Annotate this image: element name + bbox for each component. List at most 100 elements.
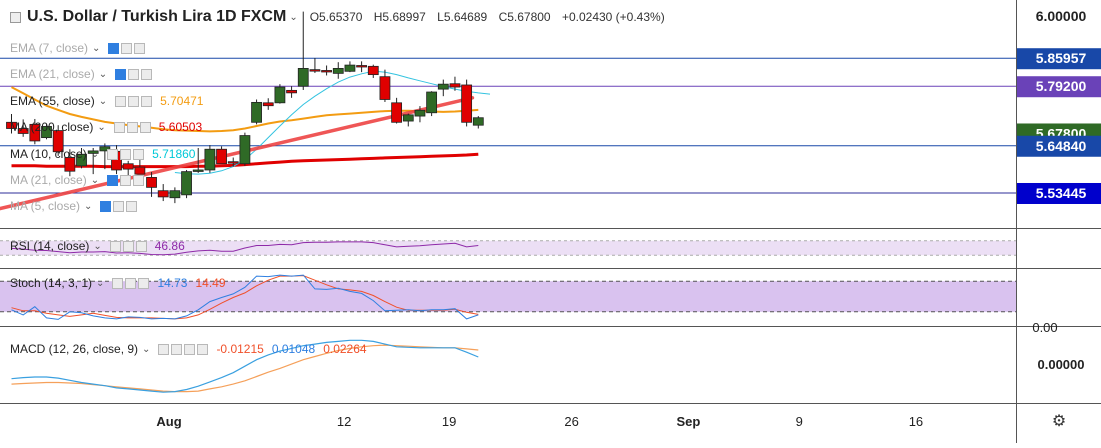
price-label-bg <box>1017 76 1101 98</box>
gear-icon[interactable]: ⚙ <box>1052 413 1066 430</box>
legend-ema-55-close[interactable]: EMA (55, close) ⌄ 5.70471 <box>10 94 203 108</box>
price-label-bg <box>1017 48 1101 70</box>
candle-body <box>192 169 204 172</box>
legend-ma-200-close[interactable]: MA (200, close) ⌄ 5.60503 <box>10 120 202 134</box>
legend-ma-10-close[interactable]: MA (10, close) ⌄ 5.71860 <box>10 147 195 161</box>
x-axis-label: 19 <box>442 414 456 429</box>
candle-body <box>216 148 227 165</box>
indicator-name: EMA (55, close) <box>10 94 95 108</box>
visibility-toggle-icon[interactable] <box>100 200 112 212</box>
more-icon[interactable] <box>197 343 209 355</box>
chevron-down-icon[interactable]: ⌄ <box>96 277 105 289</box>
visibility-toggle-icon[interactable] <box>113 121 125 133</box>
legend-ma-5-close[interactable]: MA (5, close) ⌄ <box>10 199 138 213</box>
visibility-toggle-icon[interactable] <box>115 95 127 107</box>
candle-body <box>227 161 239 164</box>
chevron-down-icon[interactable]: ⌄ <box>142 343 151 355</box>
price-label: 5.53445 <box>1036 185 1087 201</box>
indicator-controls <box>112 277 150 289</box>
candle-body <box>332 68 344 74</box>
chevron-down-icon[interactable]: ⌄ <box>98 95 108 107</box>
price-label-bg <box>1017 182 1101 204</box>
settings-icon[interactable] <box>113 200 125 212</box>
ohlc-readout: O5.65370 H5.68997 L5.64689 C5.67800 +0.0… <box>310 10 673 24</box>
stoch-d-line <box>11 275 479 320</box>
close-icon[interactable] <box>141 68 153 80</box>
visibility-toggle-icon[interactable] <box>108 42 120 54</box>
indicator-value: -0.01215 <box>216 342 264 356</box>
visibility-toggle-icon[interactable] <box>115 68 127 80</box>
candle-body <box>297 68 309 87</box>
symbol-icon[interactable] <box>10 11 21 23</box>
settings-icon[interactable] <box>128 68 140 80</box>
legend-ema-21-close[interactable]: EMA (21, close) ⌄ <box>10 67 153 81</box>
chevron-down-icon[interactable]: ⌄ <box>97 121 106 133</box>
stoch-axis-label: 0.00 <box>1032 320 1057 335</box>
close-icon[interactable] <box>134 42 146 54</box>
close-icon[interactable] <box>126 200 138 212</box>
candle-body <box>472 117 484 126</box>
macd-signal-line <box>11 344 479 393</box>
candle-body <box>169 190 181 199</box>
close-icon[interactable] <box>133 148 145 160</box>
chevron-down-icon[interactable]: ⌄ <box>84 200 93 212</box>
candle-body <box>344 64 356 72</box>
chart-header: U.S. Dollar / Turkish Lira 1D FXCM ⌄ O5.… <box>10 8 673 26</box>
close-icon[interactable] <box>139 121 151 133</box>
indicator-name: MA (5, close) <box>10 199 81 213</box>
settings-icon[interactable] <box>122 240 134 252</box>
candle-body <box>437 83 449 90</box>
legend-rsi[interactable]: RSI (14, close) ⌄ 46.86 <box>10 239 185 253</box>
indicator-name: EMA (21, close) <box>10 67 95 81</box>
candle-body <box>262 102 274 107</box>
candle-body <box>274 86 286 104</box>
rsi-band <box>0 240 1016 256</box>
visibility-toggle-icon[interactable] <box>107 148 119 160</box>
indicator-controls <box>113 121 151 133</box>
settings-icon[interactable] <box>126 121 138 133</box>
legend-stoch[interactable]: Stoch (14, 3, 1) ⌄ 14.73 14.49 <box>10 276 226 290</box>
indicator-value: 46.86 <box>154 239 185 253</box>
ohlc-high: H5.68997 <box>373 10 426 24</box>
chevron-down-icon[interactable]: ⌄ <box>90 174 100 186</box>
indicator-value: 5.60503 <box>158 120 203 134</box>
close-icon[interactable] <box>133 174 145 186</box>
visibility-toggle-icon[interactable] <box>112 277 124 289</box>
candle-body <box>461 84 473 123</box>
indicator-controls <box>115 95 153 107</box>
x-axis-label: Sep <box>676 414 700 429</box>
legend-macd[interactable]: MACD (12, 26, close, 9) ⌄ -0.01215 0.01048 0… <box>10 342 367 356</box>
candle-body <box>29 123 41 142</box>
close-icon[interactable] <box>141 95 153 107</box>
settings-icon[interactable] <box>125 277 137 289</box>
legend-ma-21-close[interactable]: MA (21, close) ⌄ <box>10 173 145 187</box>
chevron-down-icon[interactable]: ⌄ <box>289 11 298 23</box>
price-label: 5.79200 <box>1036 78 1087 94</box>
visibility-toggle-icon[interactable] <box>107 174 119 186</box>
chevron-down-icon[interactable]: ⌄ <box>90 148 100 160</box>
visibility-toggle-icon[interactable] <box>158 343 170 355</box>
candle-body <box>122 163 134 170</box>
indicator-value: 5.70471 <box>160 94 204 108</box>
settings-icon[interactable] <box>120 174 132 186</box>
indicator-controls <box>107 148 145 160</box>
settings-icon[interactable] <box>171 343 183 355</box>
chevron-down-icon[interactable]: ⌄ <box>98 68 108 80</box>
chevron-down-icon[interactable]: ⌄ <box>92 42 101 54</box>
close-icon[interactable] <box>135 240 147 252</box>
visibility-toggle-icon[interactable] <box>109 240 121 252</box>
candle-body <box>157 190 169 198</box>
settings-icon[interactable] <box>128 95 140 107</box>
chart-title[interactable]: U.S. Dollar / Turkish Lira 1D FXCM <box>27 8 287 25</box>
close-icon[interactable] <box>184 343 196 355</box>
indicator-value: 14.73 <box>157 276 188 290</box>
candle-body <box>64 157 76 172</box>
close-icon[interactable] <box>138 277 150 289</box>
settings-icon[interactable] <box>120 148 132 160</box>
legend-ema-7-close[interactable]: EMA (7, close) ⌄ <box>10 41 146 55</box>
chevron-down-icon[interactable]: ⌄ <box>93 240 102 252</box>
indicator-name: MA (21, close) <box>10 173 87 187</box>
ohlc-close: C5.67800 <box>498 10 551 24</box>
x-axis-label: 16 <box>909 414 923 429</box>
settings-icon[interactable] <box>121 42 133 54</box>
